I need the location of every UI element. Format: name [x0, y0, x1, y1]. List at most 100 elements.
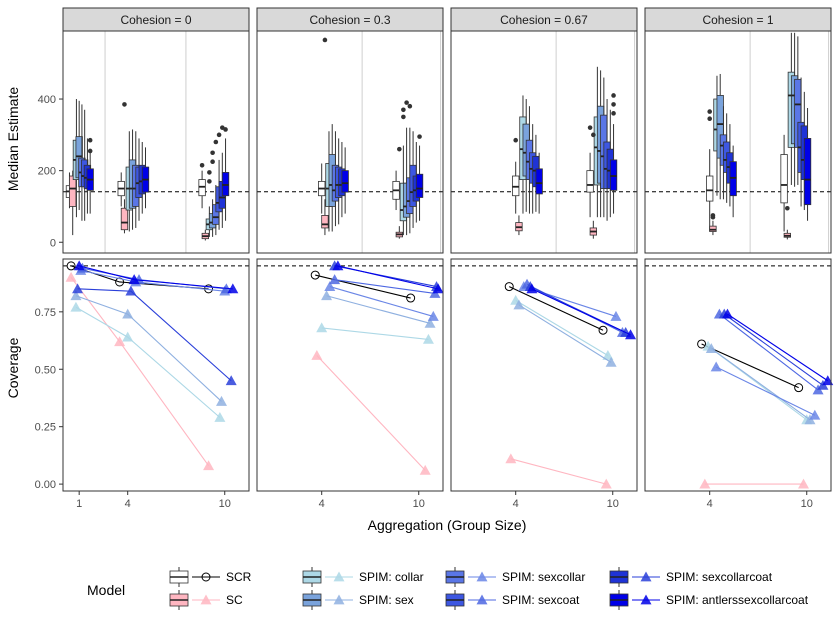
outlier-point	[216, 132, 222, 138]
coverage-point	[432, 283, 444, 294]
panel-top-border	[644, 30, 832, 254]
coverage-line	[723, 313, 824, 386]
coverage-point	[798, 478, 810, 489]
coverage-point	[225, 375, 237, 386]
panel-bottom-border	[644, 258, 832, 492]
legend-item: SPIM: sex	[302, 590, 414, 610]
outlier-point	[591, 132, 596, 138]
facet-strips: Cohesion = 0 Cohesion = 0.3 Cohesion = 0…	[62, 7, 832, 32]
box	[120, 207, 129, 231]
x-tick-label: 4	[707, 498, 713, 510]
coverage-line	[316, 355, 426, 471]
coverage-point	[73, 260, 85, 271]
coverage-line	[508, 286, 604, 331]
legend-key-marker	[201, 572, 211, 582]
coverage-line	[515, 299, 609, 356]
strip-label-3: Cohesion = 1	[702, 13, 773, 27]
legend-item: SPIM: sexcollar	[445, 567, 585, 587]
y-tick-label-estimate: 400	[38, 94, 56, 106]
coverage-point	[625, 329, 637, 340]
box	[586, 170, 594, 193]
coverage-point	[66, 261, 76, 271]
outlier-point	[611, 93, 616, 98]
panel-bottom-bg	[451, 259, 637, 491]
coverage-point	[115, 277, 125, 287]
legend-key-marker	[333, 594, 345, 605]
panel-bottom-bg	[257, 259, 443, 491]
outlier-point	[587, 125, 593, 130]
x-tick-label: 1	[76, 498, 82, 510]
legend-label: SPIM: sexcollar	[502, 570, 585, 584]
coverage-line	[334, 279, 435, 295]
outlier-point	[707, 116, 712, 122]
legend-label: SPIM: collar	[359, 570, 424, 584]
legend-label: SPIM: sex	[359, 593, 414, 607]
coverage-point	[526, 283, 538, 294]
coverage-line	[710, 348, 811, 421]
y-tick-label-estimate: 0	[50, 237, 56, 249]
outlier-point	[404, 100, 409, 105]
x-tick-label: 10	[413, 498, 425, 510]
legend: Model SCR SC SPIM: collar SPIM: sex SPIM: se…	[87, 567, 809, 610]
outlier-point	[213, 139, 219, 145]
coverage-line	[701, 343, 799, 389]
y-axis-estimate: 0 200 400	[38, 94, 63, 249]
coverage-point	[406, 293, 416, 303]
coverage-line	[510, 458, 607, 485]
strip-label-2: Cohesion = 0.67	[500, 13, 588, 27]
coverage-point	[705, 343, 717, 353]
legend-label: SCR	[226, 570, 252, 584]
legend-key-marker	[476, 571, 488, 582]
panel-top-border	[450, 30, 638, 254]
y-axis-title-estimate: Median Estimate	[5, 87, 21, 191]
coverage-line	[523, 286, 617, 317]
y-tick-label-coverage: 0.25	[35, 422, 56, 434]
legend-key-marker	[640, 571, 652, 582]
outlier-point	[210, 159, 215, 164]
y-axis-coverage: 0.00 0.25 0.50 0.75	[35, 307, 63, 491]
coverage-point	[203, 460, 215, 471]
coverage-point	[422, 333, 434, 344]
legend-label: SPIM: sexcoat	[502, 593, 580, 607]
coverage-point	[122, 331, 134, 342]
y-tick-label-coverage: 0.50	[35, 364, 56, 376]
coverage-panels	[62, 258, 834, 492]
outlier-point	[710, 214, 716, 220]
coverage-point	[125, 285, 137, 296]
x-tick-label: 10	[219, 498, 231, 510]
legend-label: SPIM: sexcollarcoat	[666, 570, 773, 584]
outlier-point	[210, 150, 215, 156]
panel-top-border	[62, 30, 250, 254]
legend-key-marker	[200, 594, 212, 605]
coverage-point	[419, 464, 431, 475]
outlier-point	[417, 134, 422, 139]
x-tick-label: 4	[125, 498, 131, 510]
outlier-point	[199, 162, 205, 168]
panel-bottom-bg	[645, 259, 831, 491]
coverage-line	[727, 313, 829, 382]
coverage-point	[598, 325, 608, 335]
y-axis-title-coverage: Coverage	[5, 337, 21, 398]
box	[535, 168, 543, 195]
box	[341, 170, 349, 193]
legend-item: SPIM: sexcoat	[445, 590, 580, 610]
coverage-line	[321, 327, 429, 340]
box	[803, 138, 812, 206]
coverage-point	[600, 478, 612, 489]
coverage-line	[326, 295, 431, 324]
coverage-point	[329, 274, 341, 285]
legend-key-marker	[333, 571, 345, 582]
coverage-point	[505, 453, 517, 464]
outlier-point	[407, 103, 413, 109]
coverage-line	[531, 288, 631, 336]
coverage-point	[70, 290, 82, 301]
panel-bottom-bg	[63, 259, 249, 491]
coverage-line	[719, 313, 819, 391]
outlier-point	[87, 137, 93, 143]
coverage-point	[216, 395, 228, 406]
coverage-point	[610, 310, 622, 321]
outlier-point	[401, 107, 406, 113]
x-axis: 1 4 10 4 10 4 10 4 10	[76, 491, 813, 510]
strip-label-1: Cohesion = 0.3	[309, 13, 390, 27]
outlier-point	[785, 205, 790, 211]
